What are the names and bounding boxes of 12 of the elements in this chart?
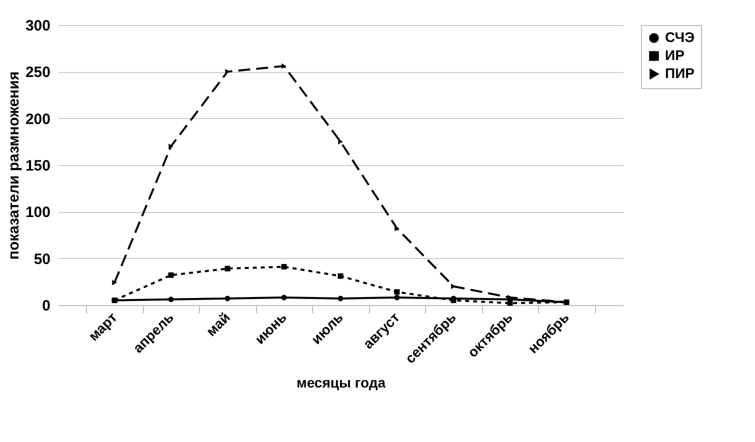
legend-label: СЧЭ [665,29,695,45]
x-axis-title: месяцы года [296,374,386,390]
y-tick-label: 100 [25,204,50,222]
legend-label: ПИР [665,65,694,81]
y-tick-label: 200 [25,110,50,128]
y-tick-label: 300 [25,18,50,34]
y-tick-label: 50 [34,250,50,268]
y-tick-label: 0 [42,298,50,314]
y-axis-title: показатели размножения [5,71,22,260]
legend-label: ИР [665,47,684,63]
y-tick-label: 150 [25,158,50,174]
y-tick-label: 250 [25,64,50,82]
